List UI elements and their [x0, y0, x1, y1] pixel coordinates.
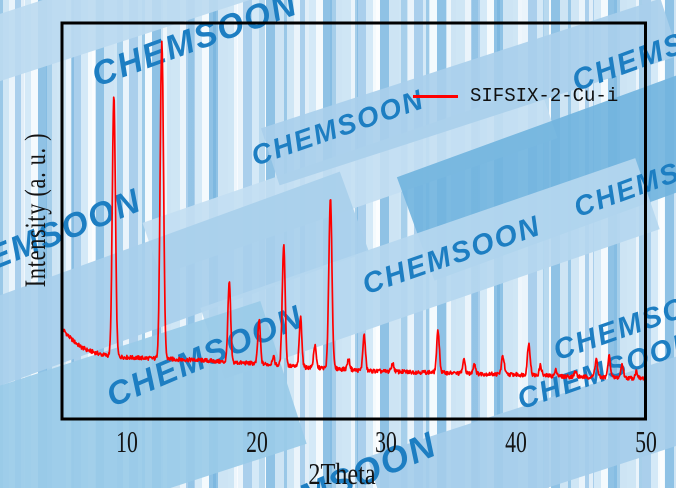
y-axis-title: Intensity (a. u. ): [19, 132, 52, 288]
x-tick-label: 10: [115, 424, 138, 459]
legend-series-label: SIFSIX-2-Cu-i: [470, 85, 619, 107]
x-tick-label: 40: [504, 424, 527, 459]
x-tick-label: 20: [245, 424, 268, 459]
legend: SIFSIX-2-Cu-i: [413, 84, 645, 110]
x-tick-label: 30: [375, 424, 398, 459]
x-tick-label: 50: [634, 424, 657, 459]
x-axis-title: 2Theta: [308, 456, 376, 488]
plot-border: [60, 21, 647, 421]
legend-line-sample: [413, 95, 458, 98]
xrd-curve: [61, 40, 647, 381]
